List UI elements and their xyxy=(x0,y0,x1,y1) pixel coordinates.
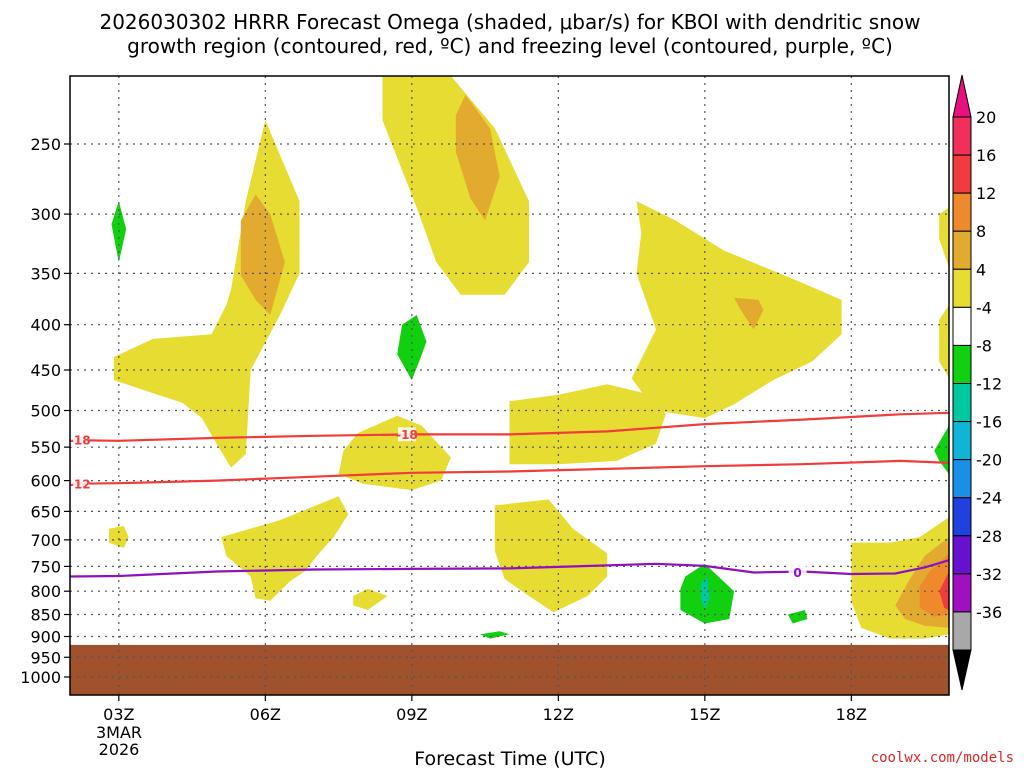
y-tick-label-400: 400 xyxy=(30,316,61,335)
omega-region-15 xyxy=(939,571,949,610)
omega-region-11 xyxy=(109,525,129,548)
colorbar-label--24: -24 xyxy=(976,489,1002,508)
y-tick-label-1000: 1000 xyxy=(20,668,61,687)
colorbar-swatch--4 xyxy=(952,306,972,346)
colorbar-swatch--36 xyxy=(952,611,972,651)
date-label-year: 2026 xyxy=(99,740,140,759)
y-tick-label-450: 450 xyxy=(30,361,61,380)
colorbar-swatch--16 xyxy=(952,421,972,461)
plot-frame xyxy=(69,75,950,696)
contour-layer: -18 -18 -12 0 xyxy=(69,411,950,580)
pressure-axis: 250 300 350 400 450 500 550 600 650 700 750 800 850 9… xyxy=(20,135,70,687)
chart-title-line-1: 2026030302 HRRR Forecast Omega (shaded, … xyxy=(99,10,920,34)
time-axis: 03Z 06Z 09Z 12Z 15Z 18Z xyxy=(103,695,867,724)
isotherm--18C xyxy=(69,411,950,442)
colorbar-swatch--24 xyxy=(952,497,972,537)
colorbar-label-4: 4 xyxy=(976,260,986,279)
colorbar-label--20: -20 xyxy=(976,451,1002,470)
x-tick-label-03Z: 03Z xyxy=(103,705,134,724)
omega-region-3 xyxy=(455,94,500,221)
grid-layer xyxy=(70,76,949,695)
omega-region-19 xyxy=(397,315,427,381)
site-credit: coolwx.com/models xyxy=(871,750,1014,766)
isotherm-label--18C-0: -18 xyxy=(69,434,91,448)
y-tick-label-300: 300 xyxy=(30,205,61,224)
colorbar-bottom-arrow xyxy=(952,649,972,691)
y-tick-label-500: 500 xyxy=(30,402,61,421)
colorbar-label-20: 20 xyxy=(976,108,996,127)
omega-region-4 xyxy=(631,201,842,419)
colorbar-swatch--32 xyxy=(952,573,972,613)
colorbar-swatch--28 xyxy=(952,535,972,575)
isotherm-0C xyxy=(69,559,950,578)
omega-region-21 xyxy=(700,576,710,610)
omega-region-17 xyxy=(939,305,949,379)
colorbar-swatch-8 xyxy=(952,230,972,270)
y-tick-label-750: 750 xyxy=(30,557,61,576)
colorbar-label-16: 16 xyxy=(976,146,996,165)
y-tick-label-700: 700 xyxy=(30,531,61,550)
colorbar-swatch--8 xyxy=(952,344,972,384)
colorbar-swatch--12 xyxy=(952,383,972,423)
omega-region-23 xyxy=(480,631,510,639)
x-tick-label-12Z: 12Z xyxy=(543,705,574,724)
isotherm-label--12C-0: -12 xyxy=(69,477,91,491)
plot-area: -18 -18 -12 0 xyxy=(69,75,950,696)
colorbar-swatch--20 xyxy=(952,459,972,499)
omega-region-8 xyxy=(221,496,349,601)
x-tick-label-15Z: 15Z xyxy=(689,705,720,724)
y-tick-label-350: 350 xyxy=(30,264,61,283)
colorbar-label-12: 12 xyxy=(976,184,996,203)
colorbar-label--16: -16 xyxy=(976,413,1002,432)
colorbar-label--4: -4 xyxy=(976,298,992,317)
x-tick-label-09Z: 09Z xyxy=(396,705,427,724)
colorbar-label--36: -36 xyxy=(976,603,1002,622)
colorbar-swatch-4 xyxy=(952,268,972,308)
omega-region-9 xyxy=(494,499,608,613)
omega-region-2 xyxy=(382,76,529,295)
y-tick-label-250: 250 xyxy=(30,135,61,154)
colorbar-label--8: -8 xyxy=(976,336,992,355)
y-tick-label-550: 550 xyxy=(30,438,61,457)
isotherm-label-0C-0: 0 xyxy=(793,566,801,580)
omega-region-14 xyxy=(919,553,949,617)
colorbar-swatch-12 xyxy=(952,192,972,232)
x-axis-title: Forecast Time (UTC) xyxy=(414,748,605,768)
y-tick-label-600: 600 xyxy=(30,472,61,491)
colorbar-label--32: -32 xyxy=(976,565,1002,584)
colorbar-swatch-16 xyxy=(952,154,972,194)
isotherm-label-bg--18C-1 xyxy=(397,427,416,442)
date-label-month: 3MAR xyxy=(96,723,142,742)
colorbar-swatch-20 xyxy=(952,116,972,156)
y-tick-label-950: 950 xyxy=(30,648,61,667)
ground-fill xyxy=(70,644,949,695)
isotherm--12C xyxy=(69,459,950,485)
colorbar-label--12: -12 xyxy=(976,375,1002,394)
omega-region-6 xyxy=(509,384,666,465)
omega-region-5 xyxy=(734,297,764,330)
isotherm-label-bg-0C-0 xyxy=(788,565,807,580)
y-tick-label-800: 800 xyxy=(30,582,61,601)
colorbar-top-arrow xyxy=(952,74,972,118)
y-tick-label-650: 650 xyxy=(30,502,61,521)
omega-region-10 xyxy=(353,588,388,610)
colorbar-label-8: 8 xyxy=(976,222,986,241)
omega-region-22 xyxy=(787,610,808,624)
chart-title-line-2: growth region (contoured, red, ºC) and f… xyxy=(127,34,893,58)
colorbar-label--28: -28 xyxy=(976,527,1002,546)
x-tick-label-18Z: 18Z xyxy=(836,705,867,724)
y-tick-label-850: 850 xyxy=(30,606,61,625)
isotherm-label--18C-1: -18 xyxy=(396,428,418,442)
isotherm-label-bg--18C-0 xyxy=(70,433,89,448)
omega-region-1 xyxy=(240,194,285,315)
omega-region-16 xyxy=(939,207,949,268)
omega-colorbar: 20 16 12 8 4 -4 -8 -12 -16 -20 -24 -28 -32 -36 xyxy=(952,74,1002,691)
x-tick-label-06Z: 06Z xyxy=(250,705,281,724)
y-tick-label-900: 900 xyxy=(30,627,61,646)
isotherm-label-bg--12C-0 xyxy=(70,476,89,491)
